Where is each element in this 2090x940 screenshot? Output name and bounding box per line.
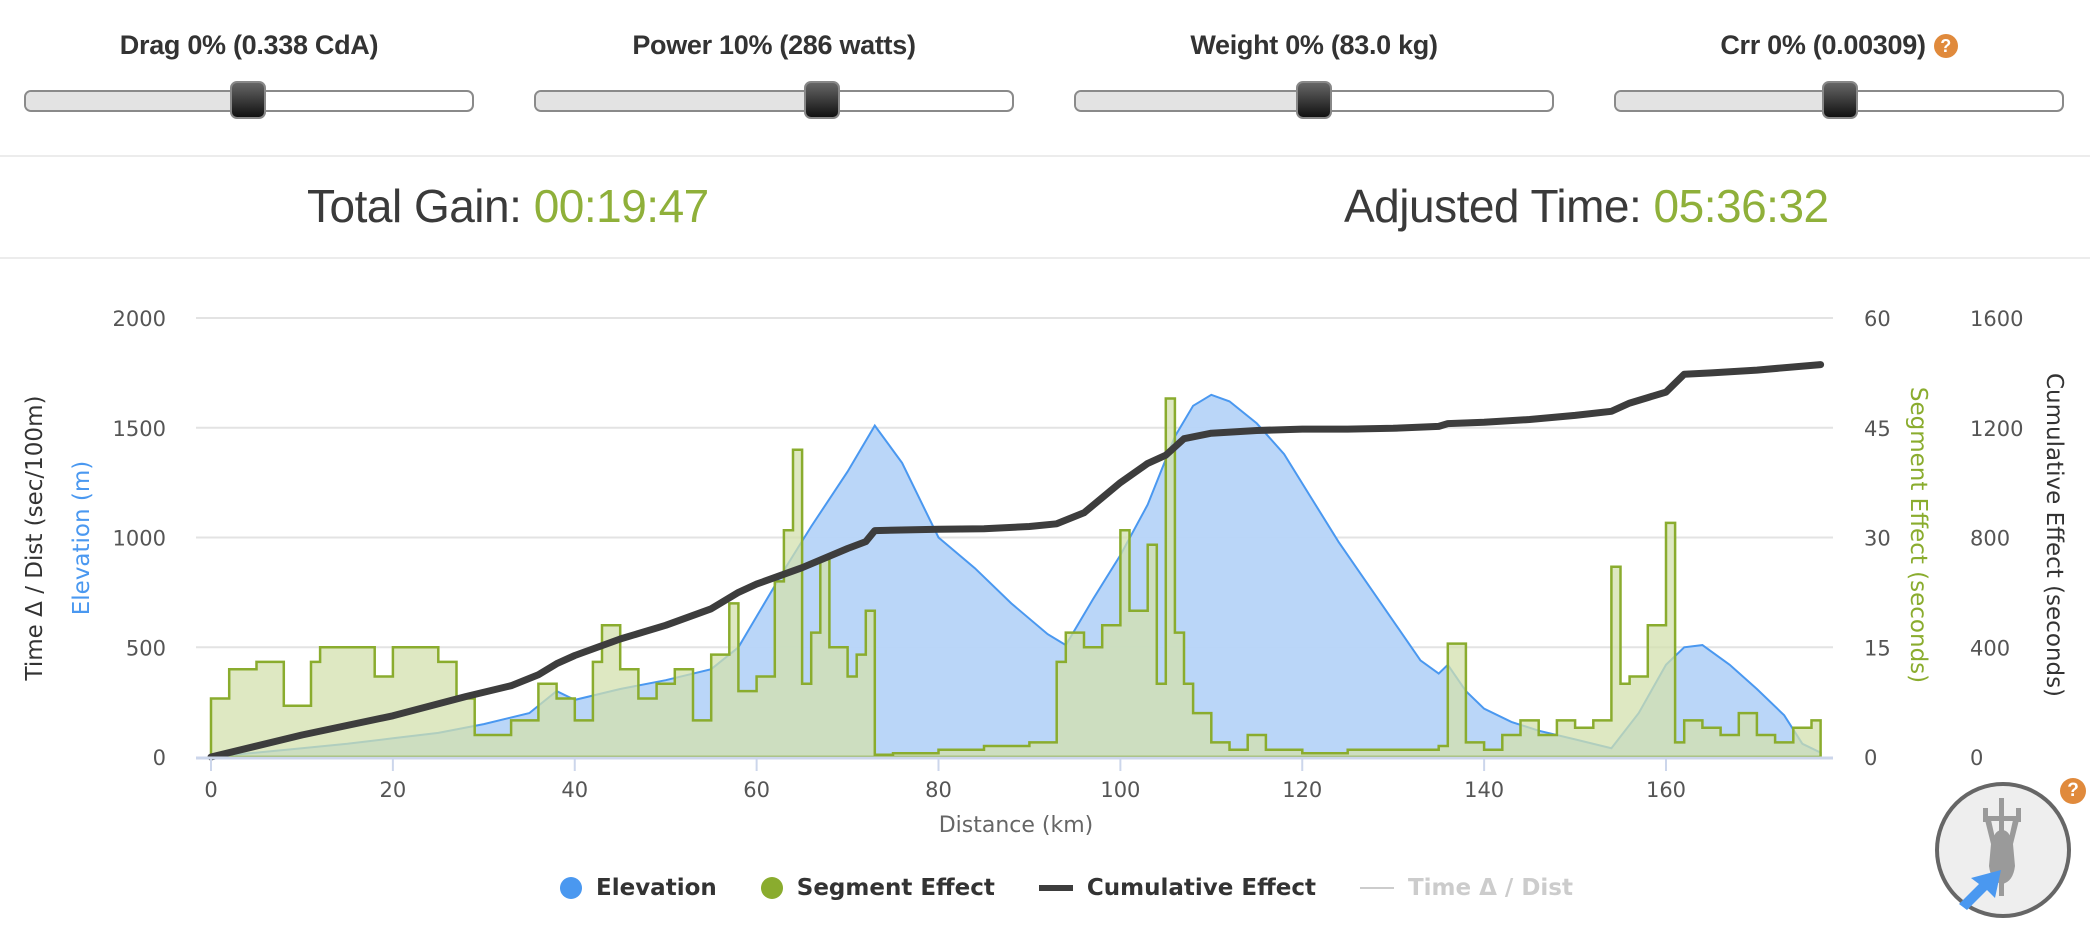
segment-tick-label: 15 (1864, 636, 1891, 660)
x-tick-label: 140 (1464, 778, 1504, 802)
x-tick-label: 0 (204, 778, 217, 802)
power-slider-label: Power 10% (286 watts) (632, 30, 916, 60)
legend-cumulative-label: Cumulative Effect (1086, 875, 1316, 901)
cumulative-tick-label: 1600 (1970, 307, 2023, 331)
crr-slider-label: Crr 0% (0.00309)? (1614, 30, 2064, 61)
x-tick-label: 40 (561, 778, 588, 802)
power-slider-thumb[interactable] (804, 81, 840, 119)
x-axis-title: Distance (km) (939, 813, 1094, 838)
summary-bar: Total Gain: 00:19:47 Adjusted Time: 05:3… (0, 157, 2090, 259)
x-tick-label: 20 (380, 778, 407, 802)
help-icon[interactable]: ? (2060, 778, 2086, 804)
elevation-tick-label: 1000 (113, 527, 166, 551)
power-slider-track[interactable] (534, 90, 1014, 112)
drag-slider-label: Drag 0% (0.338 CdA) (119, 30, 379, 60)
x-tick-label: 60 (743, 778, 770, 802)
cumulative-tick-label: 800 (1970, 527, 2010, 551)
crr-slider-label-text: Crr 0% (0.00309) (1720, 30, 1926, 60)
elevation-tick-label: 500 (126, 636, 166, 660)
crr-slider-group: Crr 0% (0.00309)? (1614, 30, 2064, 130)
time-dist-line-icon (1359, 887, 1394, 889)
elevation-tick-label: 2000 (113, 307, 166, 331)
riding-position-widget[interactable] (1935, 782, 2071, 918)
total-gain-value: 00:19:47 (533, 180, 710, 232)
weight-slider-thumb[interactable] (1296, 81, 1332, 119)
adjusted-time-label: Adjusted Time: (1344, 180, 1642, 232)
legend-segment-effect[interactable]: Segment Effect (760, 875, 995, 901)
adjusted-time-value: 05:36:32 (1653, 180, 1830, 232)
legend-elevation[interactable]: Elevation (560, 875, 717, 901)
help-icon[interactable]: ? (1933, 34, 1958, 58)
adjusted-time: Adjusted Time: 05:36:32 (1344, 179, 1829, 233)
chart-legend: Elevation Segment Effect Cumulative Effe… (560, 868, 1617, 908)
legend-elevation-label: Elevation (596, 875, 717, 901)
cumulative-axis-title: Cumulative Effect (seconds) (2041, 373, 2067, 697)
cumulative-tick-label: 1200 (1970, 417, 2023, 441)
x-tick-label: 120 (1282, 778, 1322, 802)
x-tick-label: 160 (1646, 778, 1686, 802)
legend-segment-label: Segment Effect (796, 875, 995, 901)
total-gain-label: Total Gain: (307, 180, 522, 232)
cumulative-tick-label: 0 (1970, 746, 1983, 770)
segment-tick-label: 45 (1864, 417, 1891, 441)
x-tick-label: 80 (925, 778, 952, 802)
elevation-dot-icon (560, 877, 582, 899)
cumulative-line-icon (1038, 885, 1073, 891)
elevation-tick-label: 0 (153, 746, 166, 770)
cumulative-tick-label: 400 (1970, 636, 2010, 660)
weight-slider-label: Weight 0% (83.0 kg) (1190, 30, 1438, 60)
drag-slider-thumb[interactable] (230, 81, 266, 119)
elevation-tick-label: 1500 (113, 417, 166, 441)
power-slider-group: Power 10% (286 watts) (534, 30, 1014, 130)
segment-axis-title: Segment Effect (seconds) (1905, 387, 1931, 683)
legend-time-dist-label: Time Δ / Dist (1407, 875, 1573, 901)
cyclist-top-view-icon (1959, 798, 2021, 910)
cumulative-effect-series[interactable] (207, 361, 1825, 761)
segment-tick-label: 30 (1864, 527, 1891, 551)
chart-gridlines (196, 317, 1833, 649)
segment-tick-label: 60 (1864, 307, 1891, 331)
legend-cumulative-effect[interactable]: Cumulative Effect (1038, 875, 1316, 901)
total-gain: Total Gain: 00:19:47 (307, 179, 709, 233)
left-outer-axis-title: Time Δ / Dist (sec/100m) (22, 396, 48, 682)
adjustment-sliders: Drag 0% (0.338 CdA) Power 10% (286 watts… (0, 0, 2090, 157)
legend-time-dist[interactable]: Time Δ / Dist (1359, 875, 1573, 901)
elevation-axis-title: Elevation (m) (69, 461, 95, 616)
segment-effect-series[interactable] (209, 397, 1822, 759)
weight-slider-group: Weight 0% (83.0 kg) (1074, 30, 1554, 130)
segment-dot-icon (760, 877, 783, 899)
segment-tick-label: 0 (1864, 746, 1877, 770)
crr-slider-thumb[interactable] (1822, 81, 1858, 119)
x-tick-label: 100 (1100, 778, 1140, 802)
drag-slider-group: Drag 0% (0.338 CdA) (24, 30, 474, 130)
